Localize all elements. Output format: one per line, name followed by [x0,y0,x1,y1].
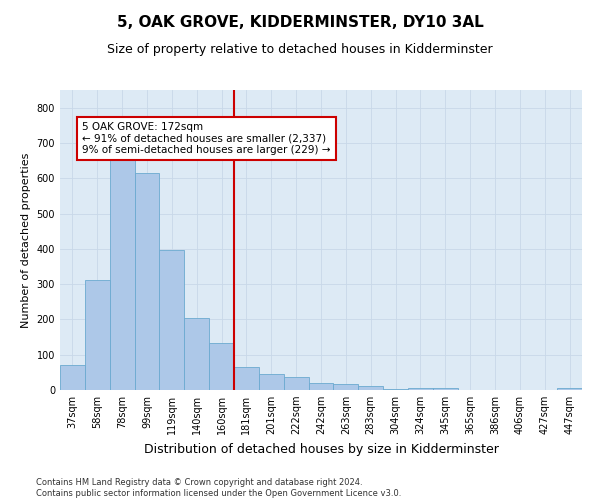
Bar [284,378,308,390]
Bar [358,386,383,390]
Bar [60,364,85,390]
Bar [234,367,259,390]
Text: 5 OAK GROVE: 172sqm
← 91% of detached houses are smaller (2,337)
9% of semi-deta: 5 OAK GROVE: 172sqm ← 91% of detached ho… [82,122,331,155]
Bar [557,388,582,390]
Bar [110,156,134,390]
Text: 5, OAK GROVE, KIDDERMINSTER, DY10 3AL: 5, OAK GROVE, KIDDERMINSTER, DY10 3AL [116,15,484,30]
Bar [433,388,458,390]
Bar [160,250,184,390]
Bar [134,173,160,390]
Bar [408,388,433,390]
Text: Contains HM Land Registry data © Crown copyright and database right 2024.
Contai: Contains HM Land Registry data © Crown c… [36,478,401,498]
Text: Size of property relative to detached houses in Kidderminster: Size of property relative to detached ho… [107,42,493,56]
Bar [209,343,234,390]
Bar [184,318,209,390]
Y-axis label: Number of detached properties: Number of detached properties [21,152,31,328]
Bar [334,384,358,390]
Bar [308,383,334,390]
Bar [85,280,110,390]
Bar [259,374,284,390]
X-axis label: Distribution of detached houses by size in Kidderminster: Distribution of detached houses by size … [143,442,499,456]
